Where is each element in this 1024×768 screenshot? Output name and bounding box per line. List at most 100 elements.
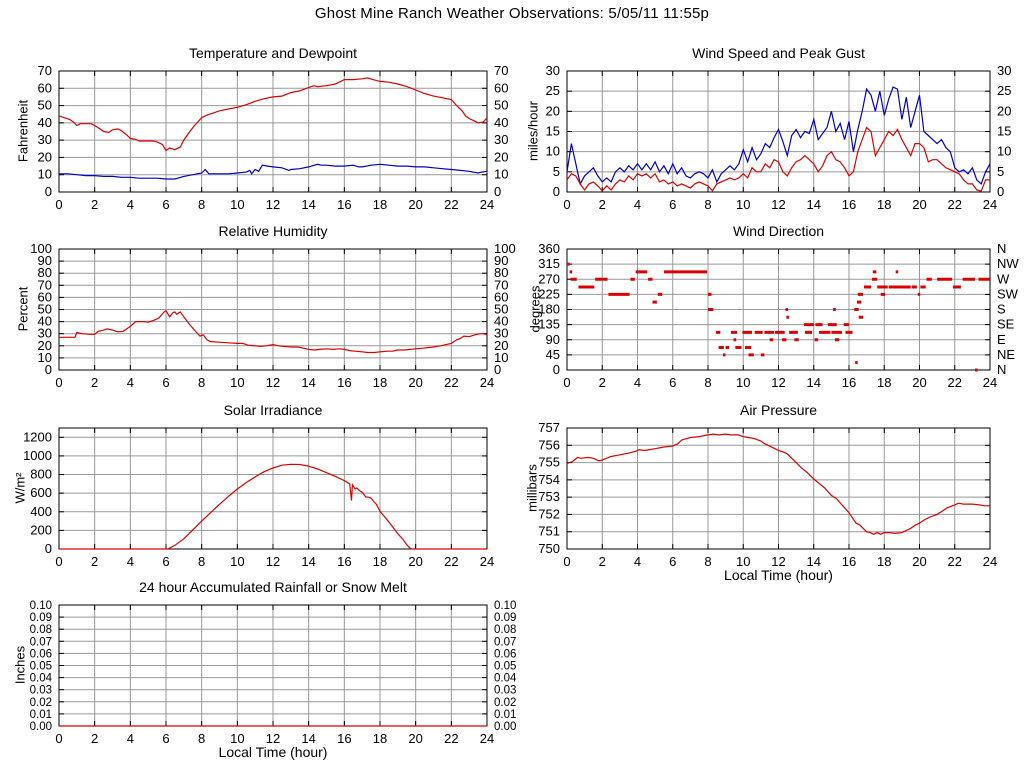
svg-text:14: 14 bbox=[301, 197, 315, 212]
svg-text:18: 18 bbox=[877, 197, 891, 212]
svg-text:0: 0 bbox=[553, 362, 560, 377]
svg-text:10: 10 bbox=[494, 350, 508, 365]
svg-text:14: 14 bbox=[807, 197, 821, 212]
svg-text:18: 18 bbox=[373, 375, 387, 390]
svg-text:50: 50 bbox=[38, 98, 52, 113]
svg-text:0: 0 bbox=[55, 731, 62, 746]
svg-text:6: 6 bbox=[162, 731, 169, 746]
svg-text:0.02: 0.02 bbox=[30, 697, 52, 709]
svg-text:24: 24 bbox=[983, 197, 997, 212]
svg-text:750: 750 bbox=[538, 541, 560, 556]
chart-title: Wind Speed and Peak Gust bbox=[692, 45, 865, 61]
svg-text:100: 100 bbox=[30, 241, 52, 256]
svg-text:0.00: 0.00 bbox=[494, 721, 516, 733]
svg-text:6: 6 bbox=[162, 197, 169, 212]
svg-text:225: 225 bbox=[538, 286, 560, 301]
svg-text:6: 6 bbox=[162, 375, 169, 390]
svg-text:10: 10 bbox=[736, 197, 750, 212]
svg-text:60: 60 bbox=[38, 289, 52, 304]
svg-text:0.09: 0.09 bbox=[494, 612, 516, 624]
svg-text:0: 0 bbox=[563, 197, 570, 212]
svg-text:18: 18 bbox=[373, 554, 387, 569]
svg-text:10: 10 bbox=[38, 167, 52, 182]
svg-text:1000: 1000 bbox=[23, 448, 52, 463]
svg-text:0: 0 bbox=[494, 184, 501, 199]
svg-text:40: 40 bbox=[494, 115, 508, 130]
svg-text:12: 12 bbox=[266, 554, 280, 569]
svg-text:0.10: 0.10 bbox=[494, 600, 516, 612]
svg-text:70: 70 bbox=[494, 277, 508, 292]
svg-text:0: 0 bbox=[45, 362, 52, 377]
svg-text:18: 18 bbox=[877, 375, 891, 390]
svg-text:0: 0 bbox=[55, 554, 62, 569]
svg-text:14: 14 bbox=[301, 375, 315, 390]
svg-text:90: 90 bbox=[38, 253, 52, 268]
svg-text:30: 30 bbox=[997, 63, 1011, 78]
svg-text:8: 8 bbox=[704, 554, 711, 569]
svg-text:0.02: 0.02 bbox=[494, 697, 516, 709]
chart-air-pressure: Air Pressure millibars Local Time (hour)… bbox=[520, 395, 1024, 595]
svg-text:0.05: 0.05 bbox=[494, 661, 516, 673]
svg-text:0.00: 0.00 bbox=[30, 721, 52, 733]
svg-text:400: 400 bbox=[30, 504, 52, 519]
svg-text:0.03: 0.03 bbox=[494, 685, 516, 697]
svg-text:0.07: 0.07 bbox=[494, 636, 516, 648]
svg-text:2: 2 bbox=[599, 554, 606, 569]
svg-text:14: 14 bbox=[301, 554, 315, 569]
svg-text:30: 30 bbox=[38, 132, 52, 147]
svg-text:0: 0 bbox=[45, 184, 52, 199]
svg-text:16: 16 bbox=[337, 375, 351, 390]
svg-text:0.05: 0.05 bbox=[30, 661, 52, 673]
svg-text:30: 30 bbox=[38, 326, 52, 341]
svg-text:20: 20 bbox=[546, 103, 560, 118]
chart-title: Relative Humidity bbox=[218, 223, 328, 239]
svg-text:600: 600 bbox=[30, 485, 52, 500]
svg-text:NE: NE bbox=[997, 347, 1015, 362]
chart-title: Temperature and Dewpoint bbox=[188, 45, 358, 61]
svg-text:0.08: 0.08 bbox=[30, 624, 52, 636]
svg-text:8: 8 bbox=[198, 554, 205, 569]
svg-text:0: 0 bbox=[494, 362, 501, 377]
svg-text:16: 16 bbox=[842, 554, 856, 569]
svg-text:14: 14 bbox=[807, 554, 821, 569]
svg-text:20: 20 bbox=[408, 731, 422, 746]
svg-text:SE: SE bbox=[997, 317, 1015, 332]
svg-text:315: 315 bbox=[538, 256, 560, 271]
svg-text:20: 20 bbox=[494, 149, 508, 164]
svg-text:2: 2 bbox=[599, 375, 606, 390]
chart-relative-humidity: Relative Humidity Percent 0 2 4 6 8 10 12 14 16 1… bbox=[0, 216, 520, 416]
svg-text:8: 8 bbox=[704, 197, 711, 212]
svg-text:4: 4 bbox=[127, 375, 134, 390]
svg-text:4: 4 bbox=[634, 197, 641, 212]
svg-text:800: 800 bbox=[30, 467, 52, 482]
svg-text:5: 5 bbox=[553, 164, 560, 179]
svg-text:12: 12 bbox=[266, 375, 280, 390]
svg-text:30: 30 bbox=[546, 63, 560, 78]
svg-text:10: 10 bbox=[230, 554, 244, 569]
svg-text:18: 18 bbox=[373, 197, 387, 212]
svg-text:6: 6 bbox=[669, 197, 676, 212]
svg-text:757: 757 bbox=[538, 420, 560, 435]
svg-text:50: 50 bbox=[494, 98, 508, 113]
svg-text:2: 2 bbox=[91, 554, 98, 569]
chart-rainfall: 24 hour Accumulated Rainfall or Snow Mel… bbox=[0, 572, 520, 768]
svg-text:1200: 1200 bbox=[23, 429, 52, 444]
svg-text:10: 10 bbox=[230, 197, 244, 212]
svg-text:NW: NW bbox=[997, 256, 1019, 271]
svg-text:22: 22 bbox=[444, 197, 458, 212]
svg-text:22: 22 bbox=[948, 554, 962, 569]
x-axis-label: Local Time (hour) bbox=[218, 744, 328, 760]
svg-text:180: 180 bbox=[538, 302, 560, 317]
svg-text:0.06: 0.06 bbox=[30, 648, 52, 660]
svg-text:0.01: 0.01 bbox=[30, 709, 52, 721]
svg-text:12: 12 bbox=[266, 197, 280, 212]
svg-text:24: 24 bbox=[983, 554, 997, 569]
svg-text:0.08: 0.08 bbox=[494, 624, 516, 636]
svg-text:50: 50 bbox=[38, 302, 52, 317]
svg-text:4: 4 bbox=[634, 554, 641, 569]
svg-text:24: 24 bbox=[480, 197, 494, 212]
svg-text:0.03: 0.03 bbox=[30, 685, 52, 697]
svg-text:0.01: 0.01 bbox=[494, 709, 516, 721]
svg-text:135: 135 bbox=[538, 317, 560, 332]
